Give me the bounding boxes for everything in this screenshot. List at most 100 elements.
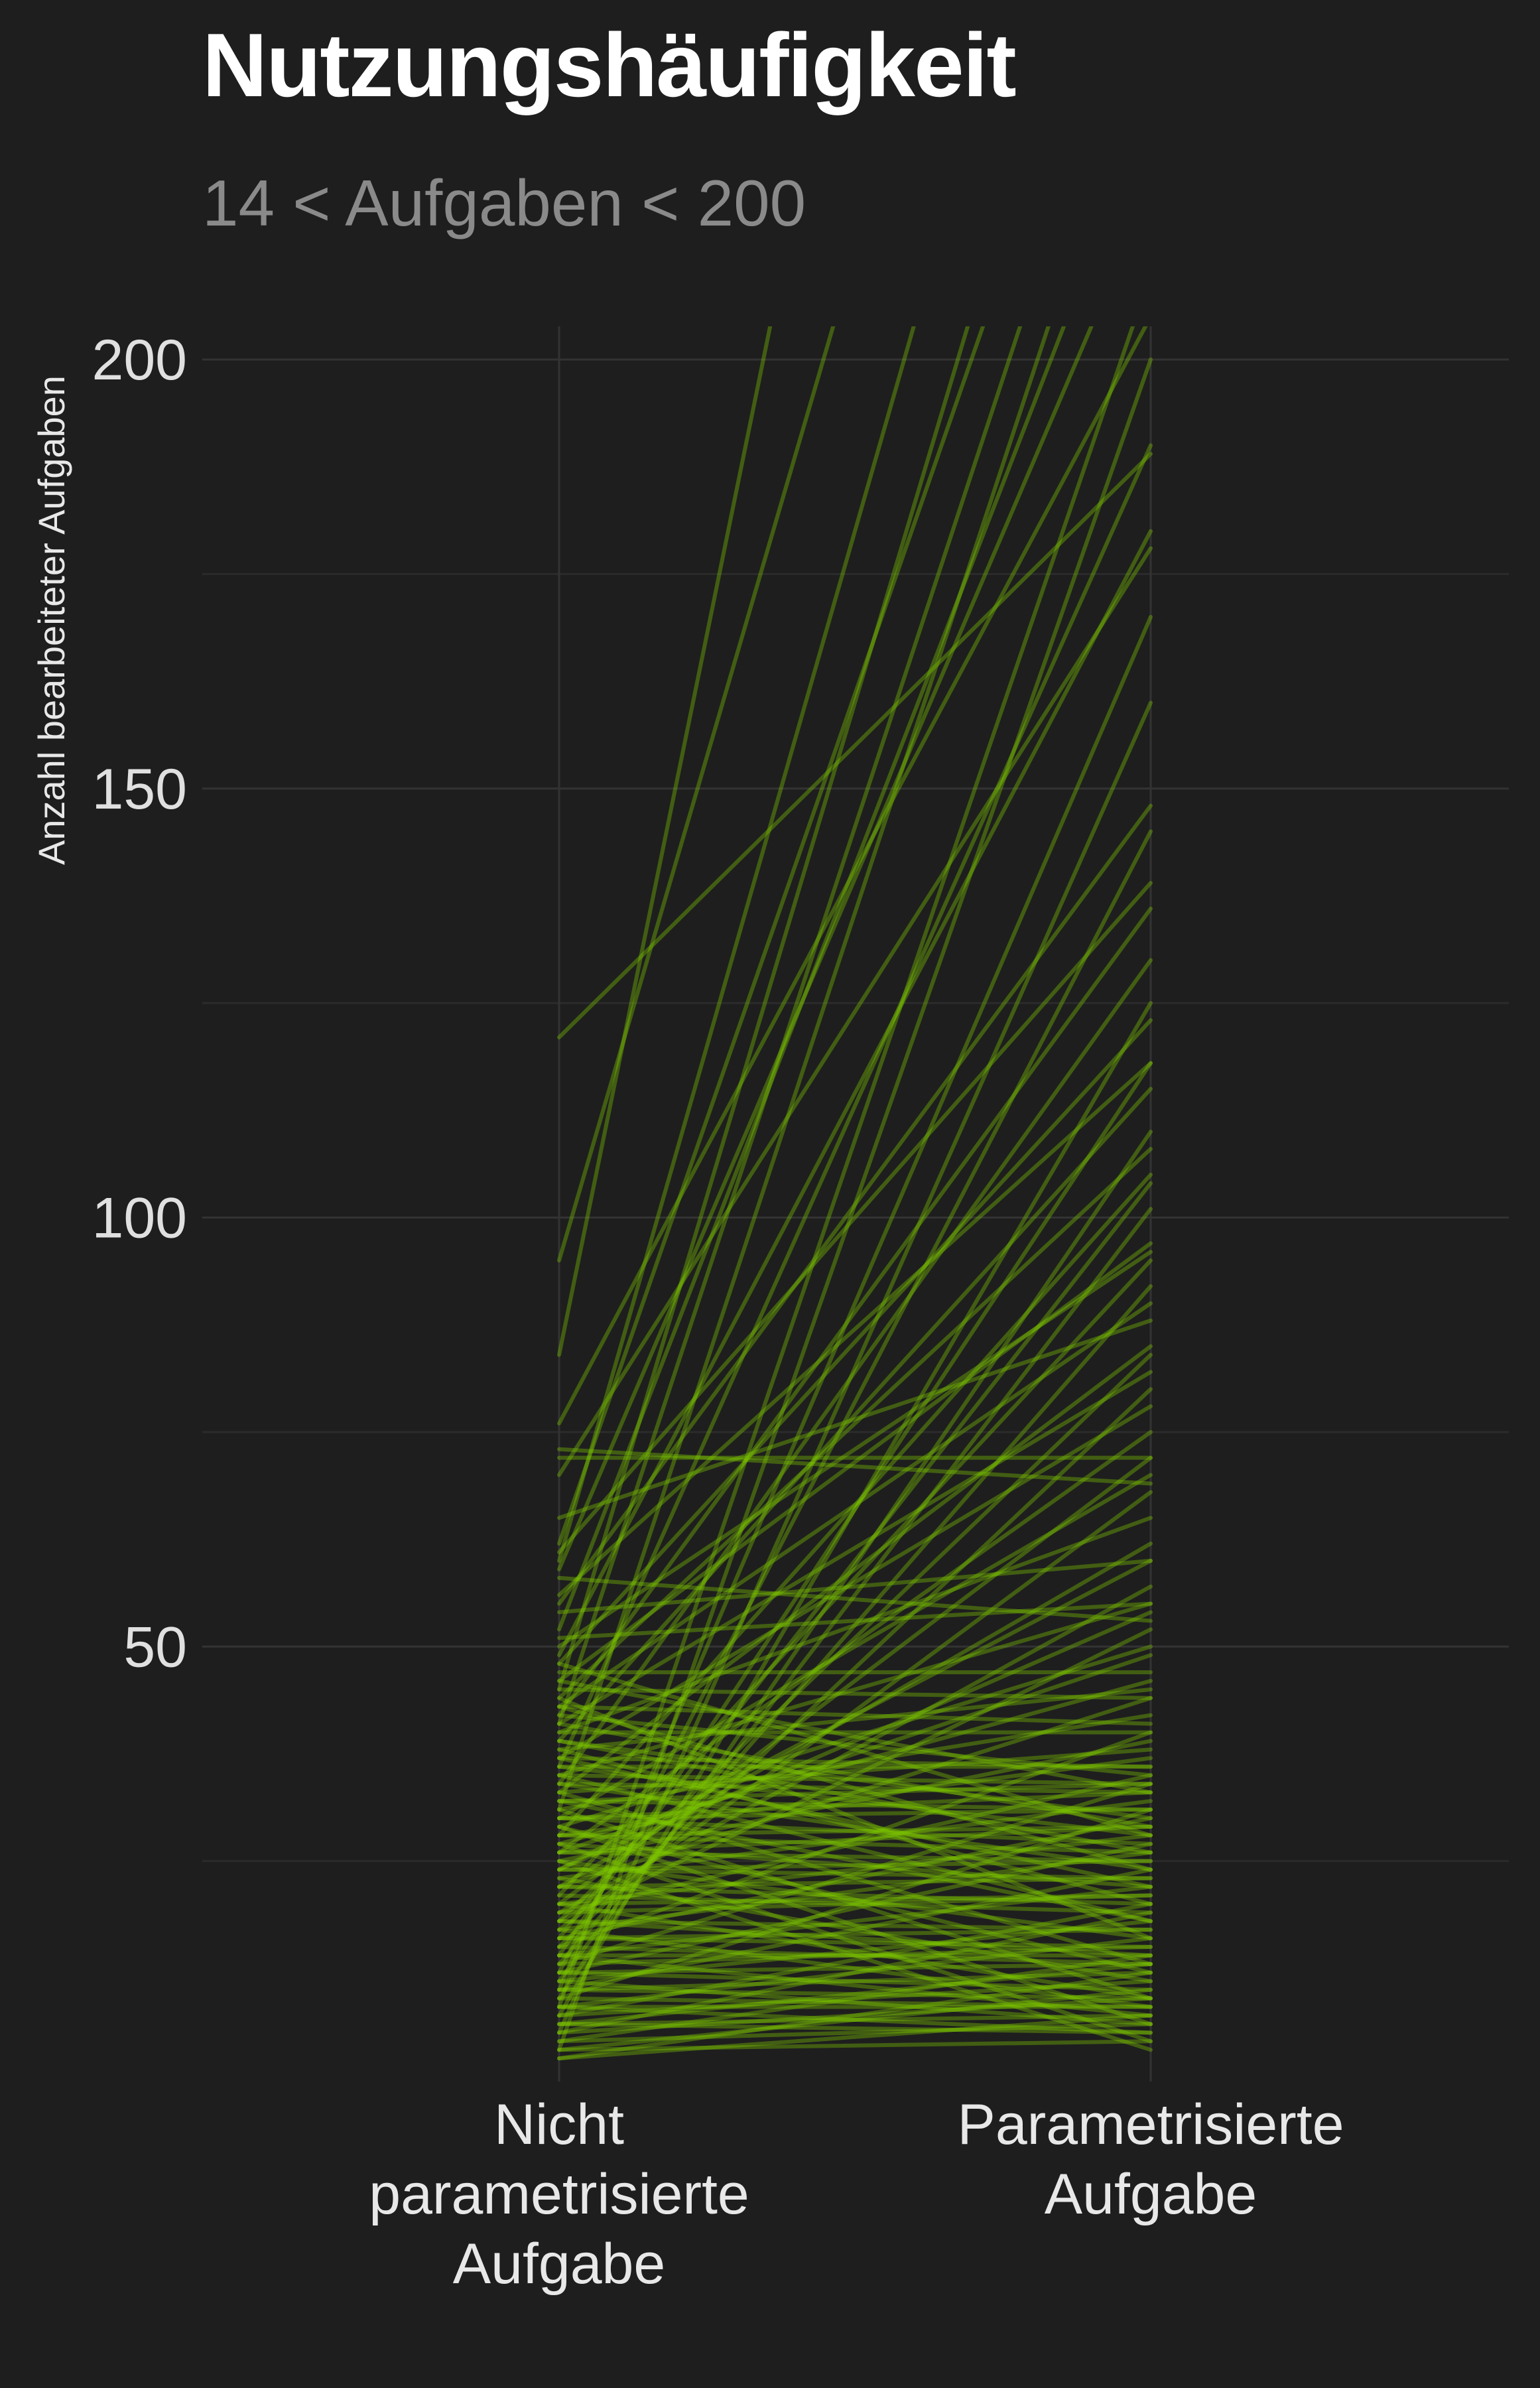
series-line [557,1970,1153,1992]
series-line [557,1747,1153,1795]
series-line [557,1387,1153,1949]
y-axis-label: Anzahl bearbeiteter Aufgaben [31,375,72,865]
x-tick-label: Parametrisierte Aufgabe [957,2093,1344,2226]
series-line [557,1130,1153,2001]
series-line [557,1601,1153,1778]
series-line [557,1859,1153,2052]
series-line [557,1250,1153,1649]
series-line [557,1353,1153,1924]
series-line [557,906,1153,1717]
series-line [557,1850,1153,1932]
series-line [557,1610,1153,1872]
series-line [557,958,1153,1786]
series-line [557,1808,1153,1820]
series-line [557,2039,1153,2052]
series-line [557,1876,1153,1889]
series-line [557,1782,1153,1872]
series-line [557,1241,1153,1683]
grid-lines [202,326,1509,2082]
series-line [557,326,836,1263]
series-line [557,1147,1153,1700]
series-line [557,1790,1153,1966]
series-line [557,1773,1153,1915]
series-line [557,1490,1153,1932]
series-line [557,529,1153,1658]
series-line [557,1824,1153,2026]
y-tick-label: 50 [123,1615,187,1679]
series-line [557,1850,1153,1863]
series-line [557,1575,1153,1623]
series-line [557,1558,1153,1872]
series-line [557,1799,1153,1924]
series-line [557,1893,1153,1915]
series-line [557,1687,1153,1700]
series-line [557,1902,1153,2001]
series-line [557,546,1153,1477]
series-line [557,1961,1153,2026]
series-line [557,1824,1153,1837]
series-line [557,1824,1153,1855]
series-line [557,1584,1153,1915]
series-line [557,1893,1153,1906]
series-line [557,326,773,1357]
series-line [557,1919,1153,1983]
series-line [557,1473,1153,1820]
series-line [557,1773,1153,1924]
series-line [557,1996,1153,2035]
series-line [557,1739,1153,1820]
series-line [557,358,1153,2052]
x-tick-label: Nicht parametrisierte Aufgabe [369,2093,749,2296]
series-line [557,1816,1153,1941]
data-lines [557,326,1153,2061]
chart-subtitle: 14 < Aufgaben < 200 [202,166,806,239]
series-line [557,1987,1153,2052]
series-line [557,1953,1153,2044]
series-line [557,1284,1153,1966]
series-line [557,803,1153,1606]
series-line [557,1704,1153,1872]
series-line [557,1018,1153,1666]
series-line [557,1824,1153,1975]
series-line [557,1987,1153,2001]
series-line [557,1970,1153,1992]
series-line [557,1061,1153,1957]
series-line [557,1558,1153,1615]
series-line [557,1730,1153,1949]
series-line [557,829,1153,1975]
series-line [557,1447,1153,1486]
series-line [557,615,1153,1992]
series-line [557,1318,1153,1520]
series-line [557,1790,1153,1820]
y-tick-labels: 50 100 150 200 [92,328,188,1679]
series-line [557,1644,1153,1829]
series-line [557,1678,1153,1795]
series-line [557,1841,1153,1889]
y-tick-label: 200 [92,328,188,392]
series-line [557,1258,1153,1898]
series-line [557,326,916,1563]
series-line [557,1782,1153,1804]
series-line [557,326,1066,1632]
series-line [557,1627,1153,1924]
series-line [557,443,1153,1769]
series-line [557,1979,1153,2026]
series-line [557,1739,1153,1863]
series-line [557,1996,1153,2009]
series-line [557,1833,1153,1906]
series-line [557,1944,1153,1966]
series-line [557,1370,1153,1726]
series-line [557,1782,1153,1966]
series-line [557,1841,1153,1975]
series-line [557,1867,1153,1881]
series-line [557,1961,1153,1975]
series-line [557,1902,1153,2018]
series-line [557,1713,1153,1812]
series-line [557,326,1148,1426]
series-line [557,1841,1153,2044]
series-line [557,326,1023,1726]
series-line [557,1344,1153,1795]
series-line [557,1695,1153,1941]
series-line [557,1756,1153,1837]
series-line [557,326,986,1546]
